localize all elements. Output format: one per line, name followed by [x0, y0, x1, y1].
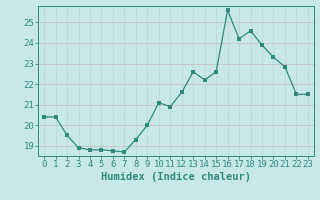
X-axis label: Humidex (Indice chaleur): Humidex (Indice chaleur): [101, 172, 251, 182]
